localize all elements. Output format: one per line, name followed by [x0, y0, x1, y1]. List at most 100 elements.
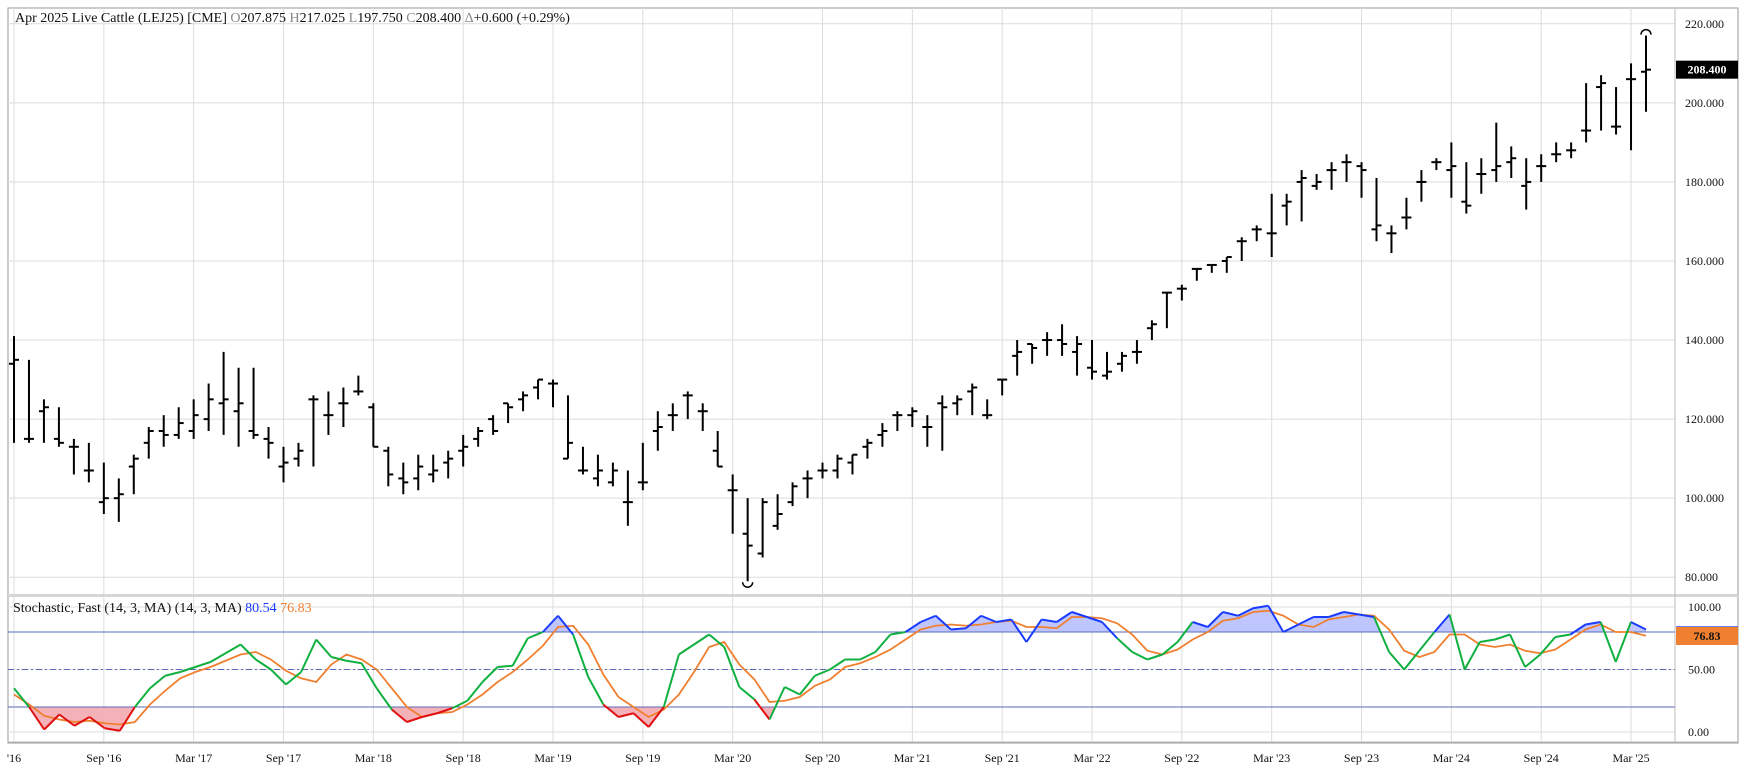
- ohlc-bar: [338, 387, 349, 428]
- ohlc-bar: [592, 454, 603, 487]
- y-tick-label: 200.000: [1685, 96, 1724, 110]
- close-value: 208.400: [415, 11, 462, 26]
- stoch-k-segment: [1403, 650, 1421, 671]
- x-tick-label: Mar '24: [1433, 751, 1470, 765]
- stoch-k-segment: [1222, 611, 1239, 617]
- price-header: Apr 2025 Live Cattle (LEJ25) [CME] O207.…: [15, 11, 570, 27]
- stoch-k-segment: [1630, 621, 1647, 631]
- ohlc-bar: [862, 438, 873, 459]
- change-key: Δ: [464, 11, 474, 26]
- ohlc-bar: [1072, 336, 1083, 376]
- low-marker: [741, 582, 754, 588]
- stoch-k-segment: [1388, 651, 1405, 671]
- ohlc-bar: [817, 462, 828, 479]
- ohlc-bar: [667, 403, 678, 431]
- ohlc-bar: [607, 462, 618, 487]
- pane-separator: [8, 594, 1738, 597]
- chart-frame: [7, 7, 1739, 744]
- stoch-k-segment: [239, 643, 257, 661]
- stoch-k-segment: [905, 621, 922, 633]
- stoch-k-segment: [1086, 616, 1103, 623]
- open-value: 207.875: [240, 11, 287, 26]
- stoch-k-segment: [421, 712, 438, 718]
- ohlc-bar: [9, 336, 19, 443]
- stoch-k-segment: [1555, 633, 1571, 638]
- ohlc-bar: [443, 450, 454, 479]
- high-marker: [1640, 28, 1652, 35]
- stoch-k-segment: [134, 687, 151, 708]
- ohlc-bar: [1221, 256, 1232, 273]
- stoch-k-segment: [618, 712, 634, 718]
- stoch-k-segment: [43, 713, 61, 731]
- ohlc-bar: [1281, 193, 1292, 226]
- y-tick-label: 120.000: [1685, 412, 1724, 426]
- oversold-fill: [29, 707, 776, 731]
- stoch-k-segment: [1524, 653, 1541, 668]
- stoch-k-segment: [255, 658, 272, 671]
- stoch-k-segment: [1161, 641, 1179, 656]
- stoch-k-segment: [58, 713, 76, 727]
- y-tick-label: 220.000: [1685, 17, 1724, 31]
- ohlc-bar: [368, 403, 379, 448]
- stoch-k-segment: [678, 643, 695, 656]
- stoch-k-segment: [557, 615, 574, 636]
- stoch-k-segment: [285, 671, 302, 686]
- ohlc-bar: [1596, 75, 1607, 131]
- ohlc-bar: [1641, 35, 1651, 112]
- stoch-k-segment: [300, 639, 318, 673]
- ohlc-bar: [158, 415, 169, 447]
- stoch-k-segment: [1614, 621, 1632, 663]
- stoch-k-segment: [784, 686, 801, 696]
- stoch-k-segment: [118, 706, 136, 732]
- stoch-k-segment: [406, 716, 423, 723]
- ohlc-bar: [1491, 122, 1502, 182]
- stoch-k-segment: [451, 699, 468, 710]
- stoch-k-segment: [1267, 605, 1285, 633]
- ohlc-bar: [637, 442, 648, 491]
- ohlc-bar: [1266, 193, 1277, 258]
- stoch-k-segment: [1131, 651, 1148, 661]
- x-tick-label: Mar '18: [355, 751, 392, 765]
- open-key: O: [230, 11, 241, 26]
- ohlc-bar: [488, 415, 499, 435]
- stoch-k-segment: [331, 656, 347, 662]
- stoch-k-segment: [1463, 641, 1481, 670]
- ohlc-bar: [293, 442, 304, 467]
- low-key: L: [348, 11, 358, 26]
- x-tick-label: Mar '23: [1253, 751, 1290, 765]
- stoch-k-segment: [874, 633, 892, 653]
- stoch-k-segment: [768, 686, 786, 720]
- ohlc-bar: [203, 383, 214, 431]
- stoch-k-segment: [1358, 613, 1375, 618]
- ohlc-bar: [518, 391, 529, 412]
- stoch-k-segment: [1116, 637, 1133, 653]
- ohlc-bar: [533, 378, 544, 400]
- ohlc-bar: [847, 453, 858, 475]
- stoch-k-segment: [1328, 611, 1345, 618]
- stoch-k-segment: [270, 668, 287, 686]
- stoch-k-segment: [587, 676, 605, 705]
- ohlc-bar: [1566, 142, 1577, 159]
- ohlc-bar: [458, 434, 469, 467]
- stoch-k-segment: [542, 615, 559, 633]
- stoch-k-segment: [1343, 611, 1360, 616]
- stochastic-d-value: 76.83: [280, 601, 312, 616]
- ohlc-bar: [1416, 170, 1427, 202]
- y-tick-label: 180.000: [1685, 175, 1724, 189]
- ohlc-bar: [1296, 170, 1307, 222]
- stoch-k-segment: [195, 661, 211, 668]
- stoch-k-segment: [1585, 621, 1601, 626]
- close-key: C: [406, 11, 416, 26]
- stoch-k-segment: [1282, 623, 1299, 633]
- stoch-k-segment: [1010, 618, 1028, 643]
- stoch-k-segment: [738, 686, 756, 701]
- stoch-k-segment: [360, 662, 378, 689]
- ohlc-bar: [38, 399, 49, 443]
- ohlc-bar: [772, 494, 783, 530]
- ohlc-bar: [1326, 162, 1337, 190]
- stoch-k-segment: [814, 668, 831, 677]
- ohlc-bar: [1116, 351, 1127, 372]
- stoch-k-segment: [859, 651, 876, 661]
- ohlc-bar: [1626, 63, 1637, 151]
